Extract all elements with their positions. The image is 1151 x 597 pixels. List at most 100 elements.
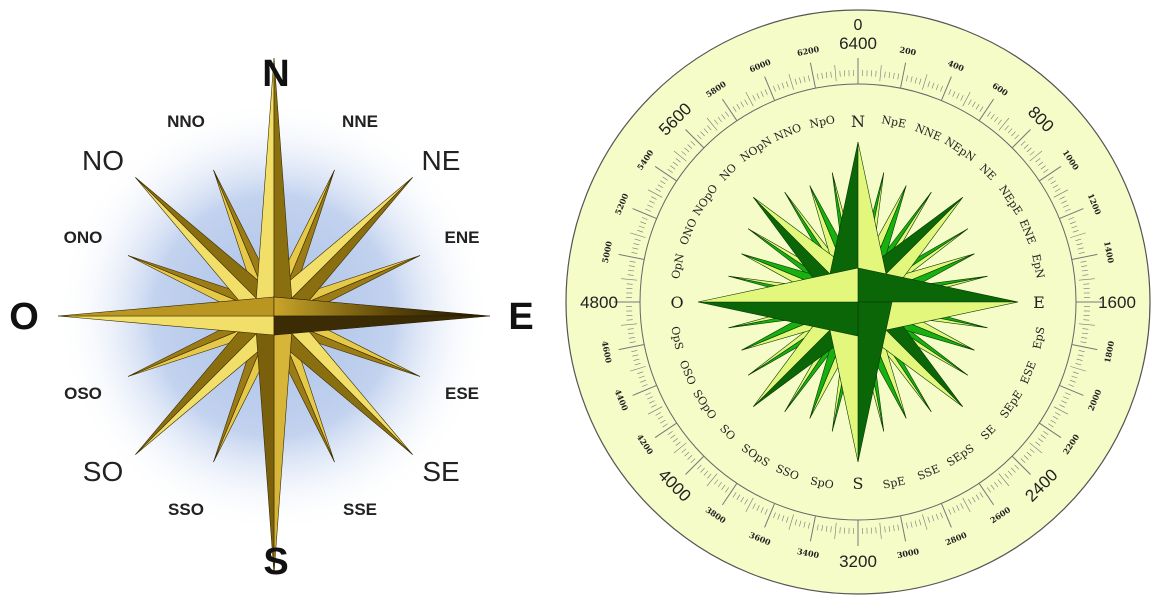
mil-tick — [637, 371, 644, 374]
mil-tick — [1063, 396, 1069, 400]
mil-tick — [781, 82, 785, 89]
mil-tick — [1071, 375, 1078, 379]
mil-tick — [645, 392, 652, 396]
mil-tick — [628, 337, 635, 339]
mil-tick — [1082, 328, 1089, 330]
mil-tick — [725, 487, 730, 493]
mil-tick — [756, 93, 760, 99]
mil-tick — [781, 515, 785, 522]
mil-tick — [803, 76, 806, 83]
mil-tick — [972, 101, 976, 108]
mil-tick — [799, 77, 802, 84]
mil-tick — [621, 278, 638, 281]
mil-tick — [1011, 455, 1031, 475]
mil-tick — [1023, 144, 1029, 149]
mil-tick — [808, 75, 810, 82]
mil-tick — [1075, 238, 1082, 241]
mil-tick — [1059, 196, 1065, 200]
mil-tick — [641, 384, 648, 387]
mil-tick — [1040, 434, 1046, 439]
mil-tick — [637, 230, 644, 233]
mil-tick — [799, 520, 802, 527]
mil-tick — [714, 119, 719, 125]
mil-tick — [960, 503, 964, 509]
mil-minor-label-1400: 1400 — [1102, 240, 1116, 264]
mil-tick — [975, 494, 980, 500]
mil-tick — [1078, 278, 1095, 281]
mil-tick — [627, 274, 634, 276]
mil-tick — [1050, 180, 1056, 185]
mil-tick — [952, 507, 956, 513]
mil-tick — [756, 505, 760, 511]
mil-tick — [803, 521, 806, 528]
secondary-label-oso: OSO — [64, 384, 102, 403]
mil-major-label-4800: 4800 — [580, 293, 618, 312]
mil-tick — [649, 200, 655, 204]
mil-tick — [707, 125, 712, 131]
point-label-spo: SpO — [809, 474, 835, 491]
mil-tick — [1081, 265, 1088, 267]
mil-tick — [1064, 208, 1071, 212]
secondary-label-nne: NNE — [342, 112, 378, 131]
mil-tick — [914, 77, 917, 84]
mil-tick — [888, 525, 891, 532]
left-compass-star — [57, 57, 491, 575]
mil-tick — [628, 265, 635, 267]
mil-tick — [830, 71, 832, 78]
mil-tick — [1011, 129, 1031, 149]
mil-tick — [732, 492, 737, 498]
cardinal-label-n: N — [262, 53, 289, 95]
mil-tick — [690, 458, 696, 464]
mil-tick — [962, 497, 971, 513]
mil-tick — [1055, 412, 1061, 416]
mil-tick — [990, 114, 995, 120]
mil-tick — [1052, 416, 1059, 420]
point-label-o: O — [670, 293, 683, 312]
mil-tick — [794, 78, 797, 85]
mil-tick — [1069, 221, 1076, 225]
mil-tick — [700, 131, 705, 137]
mil-tick — [1020, 140, 1026, 146]
mil-tick — [978, 98, 995, 121]
mil-tick — [788, 514, 794, 530]
right-compass-rose: 6400800160024003200400048005600020040060… — [565, 9, 1151, 595]
point-label-ops: OpS — [668, 325, 685, 351]
mil-tick — [670, 165, 676, 170]
mil-tick — [1071, 253, 1098, 260]
secondary-label-ene: ENE — [445, 228, 480, 247]
mil-tick — [1011, 131, 1016, 137]
secondary-label-sso: SSO — [168, 500, 204, 519]
cardinal-label-s: S — [263, 541, 288, 583]
mil-tick — [888, 72, 891, 79]
ordinal-label-so: SO — [83, 456, 123, 487]
mil-tick — [816, 524, 819, 531]
mil-tick — [662, 176, 668, 181]
mil-tick — [649, 400, 655, 404]
mil-tick — [940, 76, 952, 101]
mil-tick — [745, 497, 754, 513]
mil-tick — [645, 208, 652, 212]
mil-tick — [986, 487, 991, 493]
mil-minor-label-1800: 1800 — [1102, 340, 1116, 364]
mil-tick — [1059, 404, 1065, 408]
mil-tick — [839, 527, 841, 534]
mil-tick — [1011, 467, 1016, 473]
mil-tick — [633, 243, 640, 246]
point-label-n: N — [851, 112, 865, 131]
mil-tick — [1059, 384, 1084, 396]
mil-tick — [884, 526, 886, 533]
mil-tick — [1082, 274, 1089, 276]
mil-tick — [745, 91, 754, 107]
mil-tick — [1061, 400, 1067, 404]
mil-minor-label-5000: 5000 — [600, 240, 614, 264]
mil-tick — [948, 508, 952, 515]
mil-tick — [655, 188, 661, 192]
secondary-label-nno: NNO — [167, 112, 205, 131]
mil-tick — [1029, 442, 1043, 454]
mil-tick — [960, 95, 964, 101]
mil-tick — [834, 522, 837, 539]
mil-tick — [986, 111, 991, 117]
mil-tick — [657, 416, 664, 420]
mil-tick — [675, 158, 681, 163]
